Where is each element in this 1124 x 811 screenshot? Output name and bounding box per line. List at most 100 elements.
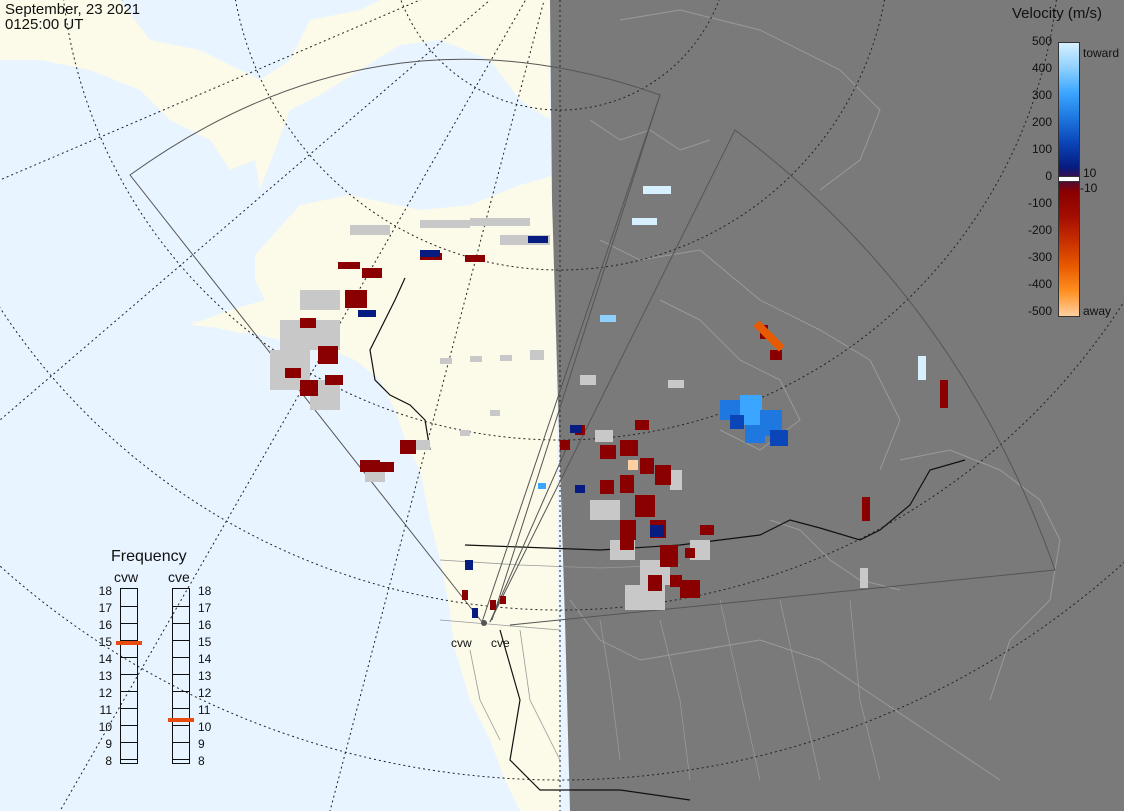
frequency-tick: 11: [99, 703, 112, 717]
legend-zero-neg: -10: [1080, 181, 1098, 195]
legend-zero-band: [1059, 176, 1079, 182]
scatter-cell: [528, 236, 548, 243]
scatter-cell: [365, 470, 385, 482]
frequency-tick: 15: [98, 635, 112, 649]
radar-label-cvw: cvw: [451, 636, 472, 650]
frequency-tick: 17: [98, 601, 112, 615]
legend-title: Velocity (m/s): [1012, 5, 1103, 22]
date-label: September, 23 2021: [5, 1, 141, 18]
velocity-tick: 400: [1031, 61, 1052, 75]
radar-label-cve: cve: [491, 636, 510, 650]
velocity-tick: 100: [1031, 142, 1052, 156]
scatter-cell: [740, 395, 762, 425]
scatter-cell: [700, 525, 714, 535]
scatter-cell: [940, 380, 948, 408]
frequency-tick: 14: [198, 652, 212, 666]
scatter-cell: [472, 608, 478, 618]
scatter-cell: [560, 440, 570, 450]
scatter-cell: [462, 590, 468, 600]
frequency-tick: 10: [198, 720, 212, 734]
frequency-gridline: [173, 606, 189, 607]
scatter-cell: [620, 475, 634, 493]
scatter-cell: [470, 356, 482, 362]
scatter-cell: [648, 575, 662, 591]
scatter-cell: [538, 483, 546, 489]
frequency-marker: [168, 717, 194, 722]
frequency-gridline: [121, 691, 137, 692]
scatter-cell: [590, 500, 620, 520]
scatter-cell: [465, 255, 485, 262]
frequency-tick: 17: [198, 601, 212, 615]
scatter-cell: [918, 356, 926, 380]
scatter-cell: [620, 540, 634, 550]
scatter-cell: [380, 462, 394, 472]
legend-zero-pos: 10: [1083, 166, 1097, 180]
scatter-cell: [670, 470, 682, 490]
scatter-cell: [500, 355, 512, 361]
scatter-cell: [285, 368, 301, 378]
frequency-gridline: [121, 623, 137, 624]
scatter-cell: [400, 440, 416, 454]
scatter-cell: [580, 375, 596, 385]
scatter-cell: [753, 320, 785, 352]
frequency-tick: 18: [198, 584, 212, 598]
frequency-title: Frequency: [111, 548, 187, 565]
frequency-tick: 9: [105, 737, 112, 751]
frequency-tick: 14: [98, 652, 112, 666]
scatter-cell: [650, 525, 664, 537]
scatter-cell: [345, 290, 367, 308]
frequency-tick: 10: [98, 720, 112, 734]
frequency-gridline: [121, 725, 137, 726]
scatter-cell: [655, 465, 671, 485]
borders: [369, 277, 966, 801]
scatter-cell: [730, 415, 744, 429]
scatter-cell: [338, 262, 360, 269]
velocity-tick: -300: [1027, 250, 1052, 264]
frequency-gridline: [121, 606, 137, 607]
frequency-gridline: [173, 640, 189, 641]
scatter-cell: [660, 545, 678, 567]
frequency-gridline: [121, 657, 137, 658]
velocity-tick: 200: [1031, 115, 1052, 129]
scatter-cell: [600, 315, 616, 322]
frequency-column: [172, 588, 190, 764]
frequency-tick: 12: [98, 686, 112, 700]
frequency-tick: 11: [198, 703, 211, 717]
scatter-cells: [270, 186, 948, 618]
frequency-column: [120, 588, 138, 764]
frequency-tick: 9: [198, 737, 205, 751]
scatter-cell: [668, 380, 684, 388]
frequency-tick: 12: [198, 686, 212, 700]
frequency-gridline: [173, 623, 189, 624]
scatter-cell: [640, 458, 654, 474]
scatter-cell: [358, 310, 376, 317]
scatter-cell: [500, 235, 550, 245]
frequency-gridline: [121, 742, 137, 743]
scatter-cell: [362, 268, 382, 278]
scatter-cell: [575, 485, 585, 493]
night-shade: [550, 0, 1124, 811]
frequency-tick: 15: [198, 635, 212, 649]
velocity-tick: -400: [1027, 277, 1052, 291]
scatter-cell: [300, 318, 316, 328]
scatter-cell: [685, 548, 695, 558]
scatter-cell: [318, 346, 338, 364]
scatter-cell: [420, 250, 440, 257]
scatter-cell: [410, 440, 430, 450]
scatter-cell: [470, 218, 530, 226]
scatter-cell: [440, 358, 452, 364]
scatter-cell: [350, 225, 390, 235]
frequency-tick: 8: [198, 754, 205, 768]
frequency-tick: 16: [198, 618, 212, 632]
scatter-cell: [760, 410, 782, 436]
frequency-tick: 16: [98, 618, 112, 632]
scatter-cell: [300, 380, 318, 396]
scatter-cell: [490, 410, 500, 416]
legend-toward: toward: [1083, 46, 1120, 60]
velocity-tick: -100: [1027, 196, 1052, 210]
scatter-cell: [635, 420, 649, 430]
frequency-gridline: [173, 759, 189, 760]
scatter-cell: [770, 430, 788, 446]
land-alaska-peninsula: [190, 310, 275, 333]
